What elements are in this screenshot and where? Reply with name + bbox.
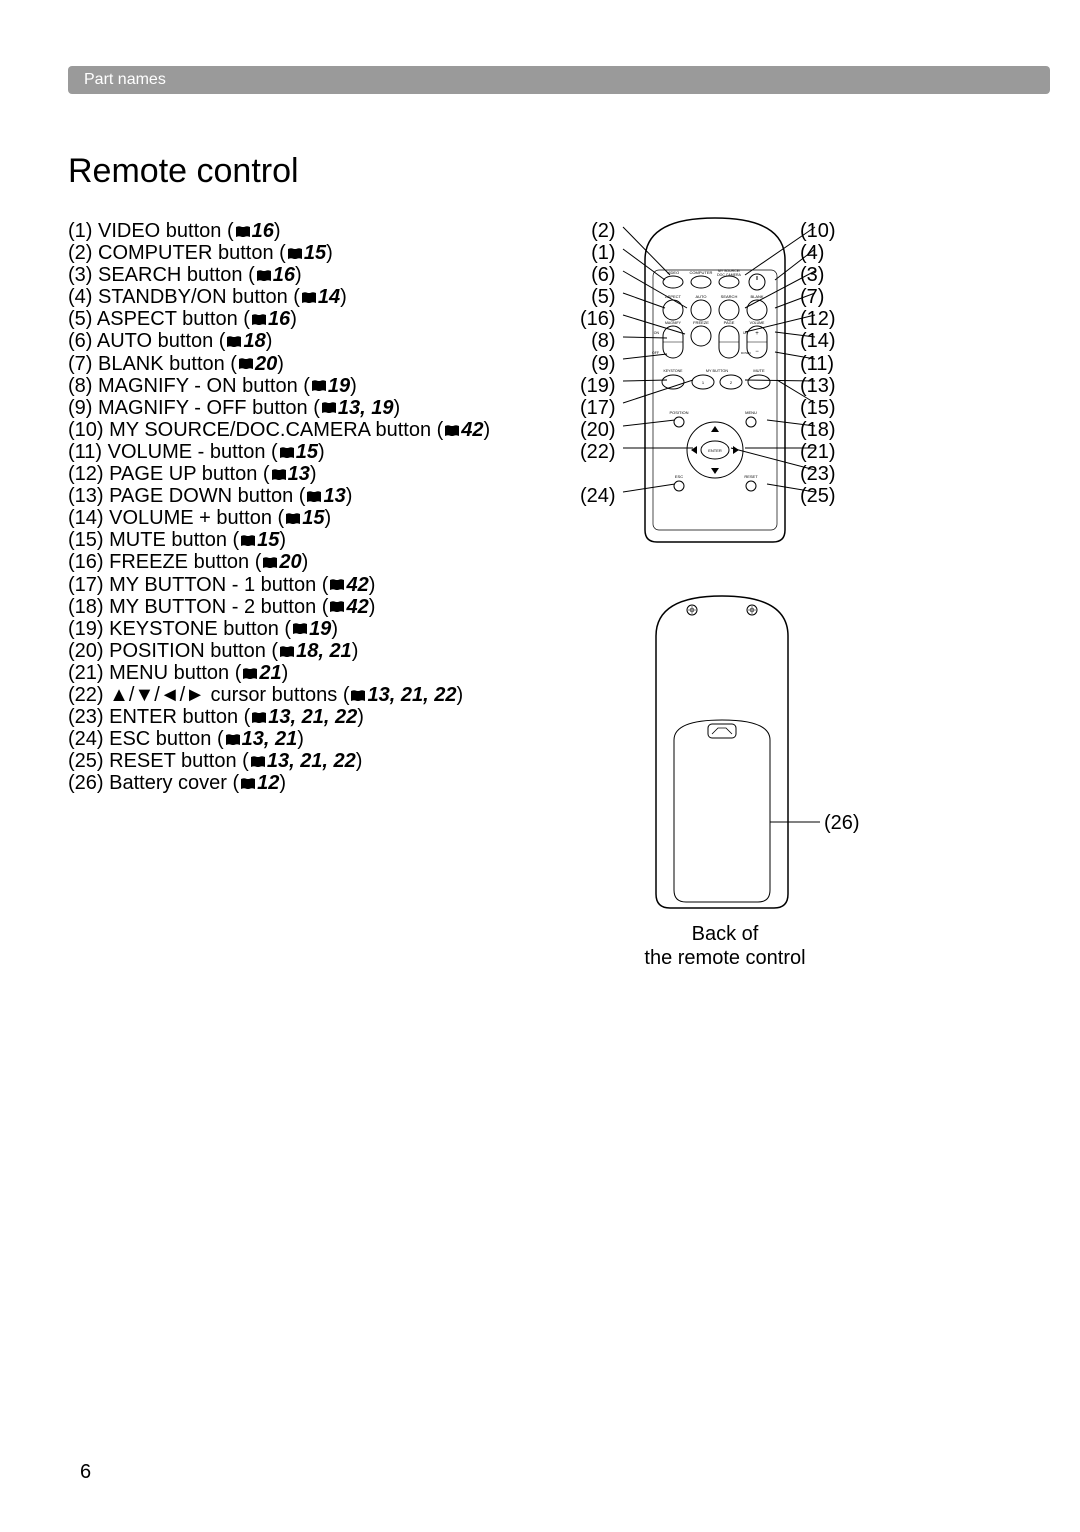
list-item: (5) ASPECT button (16): [68, 308, 578, 330]
leader-lines: [575, 220, 865, 540]
list-item: (17) MY BUTTON - 1 button (42): [68, 574, 578, 596]
list-item: (20) POSITION button (18, 21): [68, 640, 578, 662]
list-item: (1) VIDEO button (16): [68, 220, 578, 242]
list-item: (12) PAGE UP button (13): [68, 463, 578, 485]
list-item: (3) SEARCH button (16): [68, 264, 578, 286]
page-number: 6: [80, 1461, 91, 1484]
button-list: (1) VIDEO button (16)(2) COMPUTER button…: [68, 220, 578, 794]
back-caption-line2: the remote control: [644, 947, 805, 969]
list-item: (25) RESET button (13, 21, 22): [68, 750, 578, 772]
list-item: (6) AUTO button (18): [68, 330, 578, 352]
list-item: (9) MAGNIFY - OFF button (13, 19): [68, 397, 578, 419]
list-item: (26) Battery cover (12): [68, 772, 578, 794]
list-item: (23) ENTER button (13, 21, 22): [68, 706, 578, 728]
list-item: (7) BLANK button (20): [68, 353, 578, 375]
back-caption-line1: Back of: [692, 923, 759, 945]
list-item: (14) VOLUME + button (15): [68, 507, 578, 529]
section-header: Part names: [68, 66, 1050, 94]
list-item: (21) MENU button (21): [68, 662, 578, 684]
list-item: (22) ▲/▼/◄/► cursor buttons (13, 21, 22): [68, 684, 578, 706]
list-item: (8) MAGNIFY - ON button (19): [68, 375, 578, 397]
list-item: (16) FREEZE button (20): [68, 551, 578, 573]
section-header-text: Part names: [84, 71, 166, 88]
list-item: (19) KEYSTONE button (19): [68, 618, 578, 640]
list-item: (11) VOLUME - button (15): [68, 441, 578, 463]
page-title: Remote control: [68, 152, 299, 191]
list-item: (4) STANDBY/ON button (14): [68, 286, 578, 308]
list-item: (24) ESC button (13, 21): [68, 728, 578, 750]
list-item: (2) COMPUTER button (15): [68, 242, 578, 264]
remote-back-diagram: [648, 590, 796, 914]
list-item: (13) PAGE DOWN button (13): [68, 485, 578, 507]
list-item: (10) MY SOURCE/DOC.CAMERA button (42): [68, 419, 578, 441]
back-caption: Back of the remote control: [640, 922, 810, 970]
callout-26: (26): [824, 812, 860, 835]
list-item: (18) MY BUTTON - 2 button (42): [68, 596, 578, 618]
list-item: (15) MUTE button (15): [68, 529, 578, 551]
